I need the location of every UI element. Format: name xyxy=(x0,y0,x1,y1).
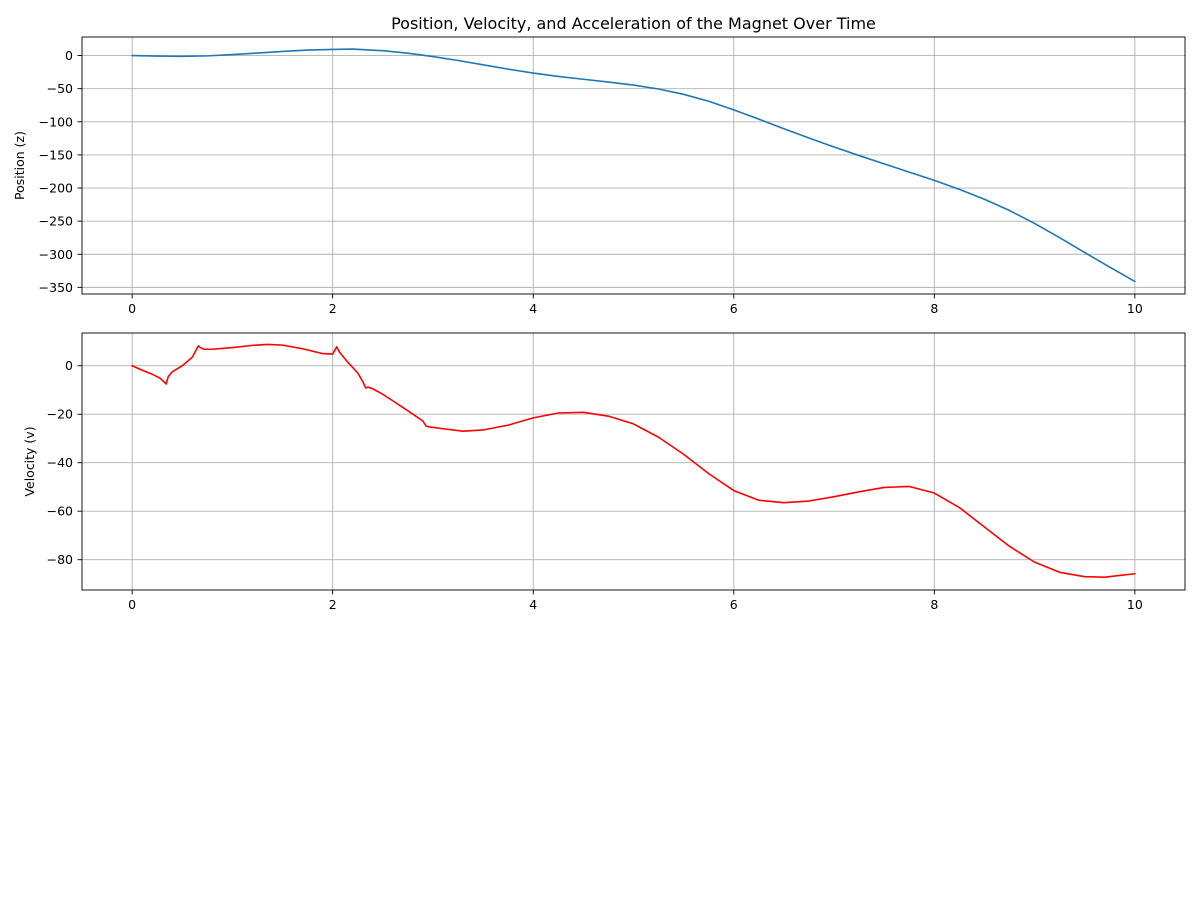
velocity-x-tick-label: 2 xyxy=(329,597,337,612)
velocity-series-line xyxy=(131,343,1136,578)
velocity-x-tick-label: 10 xyxy=(1127,597,1143,612)
velocity-x-tick-label: 6 xyxy=(730,597,738,612)
position-ticks: 0 2 4 6 8 10 0 −50 −100 −150 −200 −250 −300 −350 xyxy=(39,48,1143,316)
position-y-tick-label: −200 xyxy=(39,181,73,196)
position-subplot: 0 2 4 6 8 10 0 −50 −100 −150 −200 −250 −300 −350 Posi… xyxy=(12,36,1186,316)
position-y-tick-label: 0 xyxy=(65,48,73,63)
position-plot-area xyxy=(131,48,1136,283)
velocity-x-tick-label: 4 xyxy=(529,597,537,612)
position-y-tick-label: −300 xyxy=(39,247,73,262)
position-x-tick-label: 4 xyxy=(529,301,537,316)
velocity-y-axis-label: Velocity (v) xyxy=(22,426,37,496)
position-y-tick-label: −100 xyxy=(39,114,73,129)
position-axes-frame xyxy=(81,36,1186,295)
position-x-tick-label: 8 xyxy=(930,301,938,316)
velocity-y-tick-label: −40 xyxy=(47,455,73,470)
velocity-x-tick-label: 8 xyxy=(930,597,938,612)
position-y-tick-label: −250 xyxy=(39,214,73,229)
position-y-tick-label: −150 xyxy=(39,147,73,162)
velocity-x-tick-label: 0 xyxy=(128,597,136,612)
velocity-subplot: 0 2 4 6 8 10 0 −20 −40 −60 −80 Velocity (v) xyxy=(22,332,1186,612)
position-x-tick-label: 0 xyxy=(128,301,136,316)
position-x-tick-label: 2 xyxy=(329,301,337,316)
velocity-plot-area xyxy=(131,343,1136,578)
position-grid xyxy=(82,37,1185,294)
velocity-y-tick-label: −60 xyxy=(47,504,73,519)
position-y-tick-label: −50 xyxy=(47,81,73,96)
position-series-line xyxy=(131,48,1136,283)
velocity-y-tick-label: −80 xyxy=(47,552,73,567)
figure-title: Position, Velocity, and Acceleration of … xyxy=(391,14,876,33)
velocity-y-tick-label: −20 xyxy=(47,407,73,422)
position-y-axis-label: Position (z) xyxy=(12,131,27,200)
position-x-tick-label: 10 xyxy=(1127,301,1143,316)
velocity-grid xyxy=(82,333,1185,590)
velocity-axes-frame xyxy=(81,332,1186,591)
position-x-tick-label: 6 xyxy=(730,301,738,316)
position-y-tick-label: −350 xyxy=(39,280,73,295)
velocity-ticks: 0 2 4 6 8 10 0 −20 −40 −60 −80 xyxy=(47,358,1143,612)
velocity-y-tick-label: 0 xyxy=(65,358,73,373)
